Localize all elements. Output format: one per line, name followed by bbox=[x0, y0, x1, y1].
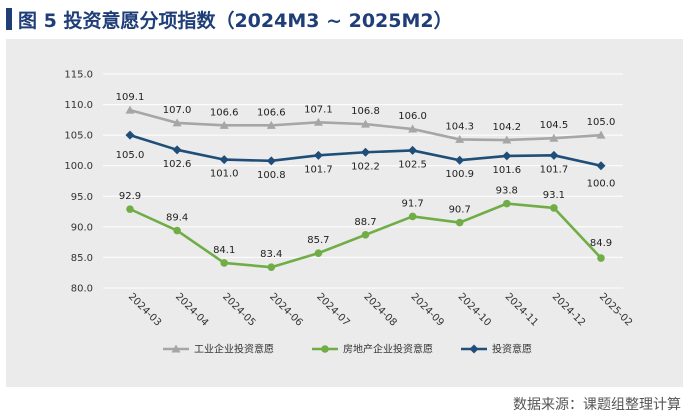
data-label-realestate: 92.9 bbox=[119, 191, 141, 202]
plot-area: 80.0 85.0 90.0 95.0 100.0 105.0 110.0 115.0 2024… bbox=[6, 39, 683, 387]
x-tick-label: 2024-10 bbox=[456, 291, 493, 328]
data-point-industrial bbox=[125, 105, 135, 114]
data-point-industrial bbox=[313, 117, 323, 126]
data-point-industrial bbox=[549, 133, 559, 142]
data-label-investment: 102.2 bbox=[351, 161, 380, 172]
data-label-industrial: 104.3 bbox=[445, 121, 474, 132]
source-note: 数据来源：课题组整理计算 bbox=[513, 396, 681, 412]
data-point-realestate bbox=[220, 259, 228, 267]
data-label-realestate: 89.4 bbox=[166, 213, 188, 224]
data-label-investment: 102.5 bbox=[398, 159, 427, 170]
data-point-realestate bbox=[173, 226, 181, 235]
data-label-realestate: 84.1 bbox=[213, 245, 235, 256]
data-point-industrial bbox=[266, 120, 276, 129]
chart-title-bar: 图 5 投资意愿分项指数（2024M3 ~ 2025M2） bbox=[6, 4, 683, 34]
data-point-realestate bbox=[267, 263, 276, 272]
y-tick-label: 85.0 bbox=[71, 253, 93, 264]
data-label-industrial: 106.6 bbox=[257, 107, 286, 118]
y-tick-label: 80.0 bbox=[71, 284, 93, 295]
data-point-industrial bbox=[455, 134, 465, 143]
data-label-investment: 102.6 bbox=[163, 159, 192, 170]
y-tick-label: 95.0 bbox=[71, 192, 93, 203]
data-label-investment: 101.0 bbox=[210, 169, 239, 180]
legend-marker-industrial bbox=[171, 344, 181, 353]
data-label-industrial: 107.1 bbox=[304, 104, 333, 115]
data-point-investment bbox=[313, 150, 323, 160]
y-tick-label: 100.0 bbox=[64, 161, 93, 172]
data-point-realestate bbox=[408, 212, 417, 221]
data-point-investment bbox=[455, 155, 465, 165]
data-label-realestate: 93.8 bbox=[496, 186, 518, 197]
data-label-industrial: 109.1 bbox=[116, 92, 145, 103]
data-point-realestate bbox=[361, 231, 370, 239]
legend-label-industrial: 工业企业投资意愿 bbox=[194, 343, 274, 356]
data-label-investment: 101.6 bbox=[492, 165, 521, 176]
data-point-investment bbox=[361, 147, 370, 157]
data-point-investment bbox=[219, 155, 229, 165]
data-point-industrial bbox=[361, 119, 370, 128]
data-point-industrial bbox=[408, 124, 418, 133]
data-label-industrial: 104.5 bbox=[540, 120, 569, 131]
x-tick-label: 2024-06 bbox=[267, 291, 304, 328]
data-point-investment bbox=[502, 151, 512, 161]
legend-label-realestate: 房地产企业投资意愿 bbox=[343, 343, 433, 356]
legend-marker-realestate bbox=[321, 345, 329, 353]
data-label-investment: 100.0 bbox=[587, 179, 616, 190]
x-tick-label: 2024-08 bbox=[361, 291, 398, 328]
data-label-industrial: 106.8 bbox=[351, 106, 380, 117]
x-tick-label: 2025-02 bbox=[597, 291, 634, 328]
data-label-realestate: 83.4 bbox=[260, 249, 282, 260]
data-label-industrial: 104.2 bbox=[492, 122, 521, 133]
data-label-realestate: 91.7 bbox=[401, 198, 423, 209]
x-tick-label: 2024-12 bbox=[550, 291, 587, 328]
line-chart: 80.0 85.0 90.0 95.0 100.0 105.0 110.0 115.0 2024… bbox=[64, 70, 634, 356]
data-point-investment bbox=[172, 145, 182, 155]
y-tick-label: 110.0 bbox=[64, 100, 93, 111]
data-point-investment bbox=[266, 156, 276, 166]
data-point-realestate bbox=[550, 204, 558, 212]
data-point-industrial bbox=[172, 118, 182, 127]
data-label-industrial: 106.0 bbox=[398, 111, 427, 122]
x-tick-label: 2024-09 bbox=[408, 291, 445, 328]
x-tick-label: 2024-05 bbox=[220, 291, 257, 328]
data-label-investment: 100.9 bbox=[445, 169, 474, 180]
data-point-investment bbox=[596, 161, 606, 171]
data-point-realestate bbox=[126, 205, 134, 213]
data-point-investment bbox=[408, 145, 418, 155]
data-label-realestate: 88.7 bbox=[354, 217, 376, 228]
x-tick-label: 2024-07 bbox=[314, 291, 351, 328]
x-tick-label: 2024-11 bbox=[503, 291, 540, 328]
y-tick-label: 115.0 bbox=[64, 70, 93, 81]
data-point-realestate bbox=[314, 249, 323, 257]
legend-marker-investment bbox=[469, 344, 479, 354]
data-point-industrial bbox=[596, 130, 606, 139]
data-label-industrial: 106.6 bbox=[210, 107, 239, 118]
data-label-realestate: 85.7 bbox=[307, 235, 329, 246]
data-point-industrial bbox=[219, 120, 229, 129]
data-label-investment: 101.7 bbox=[304, 164, 333, 175]
chart-title: 图 5 投资意愿分项指数（2024M3 ~ 2025M2） bbox=[18, 9, 453, 32]
legend-label-investment: 投资意愿 bbox=[492, 343, 532, 356]
data-point-realestate bbox=[503, 199, 511, 208]
data-point-industrial bbox=[502, 135, 512, 144]
data-label-industrial: 105.0 bbox=[587, 117, 616, 128]
y-tick-label: 90.0 bbox=[71, 222, 93, 233]
data-point-realestate bbox=[455, 218, 464, 227]
data-label-investment: 100.8 bbox=[257, 170, 286, 181]
data-label-investment: 101.7 bbox=[540, 164, 569, 175]
data-point-investment bbox=[125, 130, 135, 140]
x-tick-label: 2024-04 bbox=[173, 291, 210, 328]
data-point-realestate bbox=[597, 254, 605, 262]
title-accent-bar bbox=[6, 8, 12, 30]
data-label-investment: 105.0 bbox=[116, 150, 145, 161]
data-label-realestate: 90.7 bbox=[449, 205, 471, 216]
data-label-realestate: 84.9 bbox=[590, 238, 612, 249]
data-label-realestate: 93.1 bbox=[543, 190, 565, 201]
data-label-industrial: 107.0 bbox=[163, 105, 192, 116]
data-point-investment bbox=[549, 150, 559, 160]
y-tick-label: 105.0 bbox=[64, 131, 93, 142]
x-tick-label: 2024-03 bbox=[126, 291, 163, 328]
